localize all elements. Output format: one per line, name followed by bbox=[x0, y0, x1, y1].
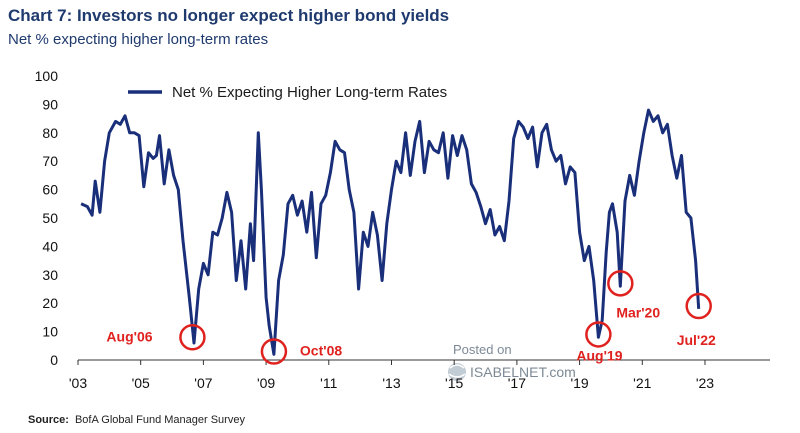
legend-label: Net % Expecting Higher Long-term Rates bbox=[172, 84, 447, 101]
watermark-globe-icon bbox=[448, 363, 466, 381]
annotation-circle bbox=[179, 324, 206, 351]
chart-title: Chart 7: Investors no longer expect high… bbox=[8, 6, 450, 25]
y-tick-label: 10 bbox=[42, 324, 58, 340]
y-tick-label: 20 bbox=[42, 295, 58, 311]
x-tick-label: '13 bbox=[382, 375, 400, 391]
chart-subtitle: Net % expecting higher long-term rates bbox=[8, 31, 269, 48]
x-tick-label: '09 bbox=[257, 375, 275, 391]
y-tick-label: 30 bbox=[42, 267, 58, 283]
y-tick-label: 100 bbox=[35, 68, 59, 84]
y-tick-label: 80 bbox=[42, 125, 58, 141]
x-tick-label: '21 bbox=[633, 375, 651, 391]
watermark-site: ISABELNET.com bbox=[470, 364, 576, 380]
annotation-label: Aug'06 bbox=[106, 328, 152, 344]
watermark-posted-on: Posted on bbox=[453, 342, 512, 357]
annotation-label: Jul'22 bbox=[677, 332, 716, 348]
annotation-label: Oct'08 bbox=[300, 342, 342, 358]
isabelnet-watermark: Posted on ISABELNET.com bbox=[448, 342, 576, 381]
annotation-label: Aug'19 bbox=[576, 347, 622, 363]
series-line bbox=[80, 108, 701, 356]
y-tick-label: 70 bbox=[42, 153, 58, 169]
y-tick-label: 0 bbox=[50, 352, 58, 368]
annotation-label: Mar'20 bbox=[616, 304, 660, 320]
x-tick-label: '05 bbox=[132, 375, 150, 391]
x-tick-label: '03 bbox=[69, 375, 87, 391]
y-tick-label: 90 bbox=[42, 96, 58, 112]
y-tick-label: 60 bbox=[42, 182, 58, 198]
x-tick-label: '23 bbox=[696, 375, 714, 391]
annotation-circle bbox=[260, 338, 288, 365]
annotation-circle bbox=[685, 292, 712, 320]
x-tick-label: '07 bbox=[194, 375, 212, 391]
x-tick-label: '11 bbox=[320, 375, 337, 391]
source-text: BofA Global Fund Manager Survey bbox=[74, 414, 245, 426]
x-tick-label: '17 bbox=[508, 375, 526, 391]
y-tick-label: 40 bbox=[42, 238, 58, 254]
source-note: Source: BofA Global Fund Manager Survey bbox=[28, 414, 245, 426]
annotation-circle bbox=[607, 270, 634, 297]
x-tick-label: '15 bbox=[445, 375, 463, 391]
x-tick-label: '19 bbox=[570, 375, 588, 391]
y-tick-label: 50 bbox=[42, 210, 58, 226]
source-label: Source: bbox=[28, 414, 69, 426]
annotation-circle bbox=[585, 321, 612, 348]
